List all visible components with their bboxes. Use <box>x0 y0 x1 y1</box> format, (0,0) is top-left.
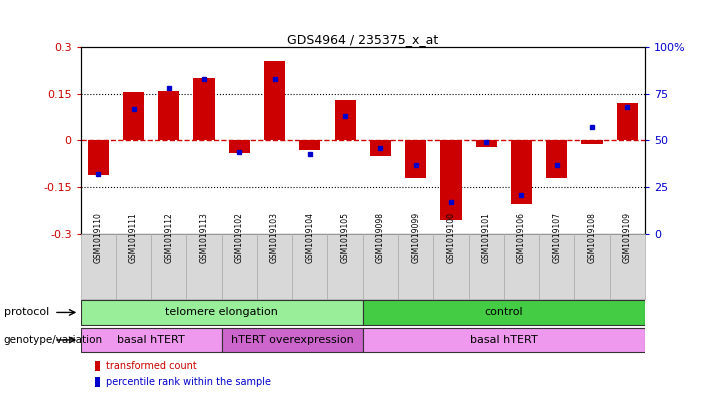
Bar <box>257 234 292 299</box>
Text: GSM1019107: GSM1019107 <box>552 212 562 263</box>
Bar <box>581 140 603 143</box>
Text: hTERT overexpression: hTERT overexpression <box>231 335 353 345</box>
Bar <box>186 234 222 299</box>
Text: basal hTERT: basal hTERT <box>470 335 538 345</box>
Bar <box>476 140 497 147</box>
Text: GSM1019105: GSM1019105 <box>341 212 350 263</box>
Text: transformed count: transformed count <box>106 361 196 371</box>
Text: GSM1019102: GSM1019102 <box>235 212 244 263</box>
Text: GSM1019104: GSM1019104 <box>306 212 314 263</box>
Bar <box>88 140 109 175</box>
Text: basal hTERT: basal hTERT <box>117 335 185 345</box>
Text: telomere elongation: telomere elongation <box>165 307 278 318</box>
Text: GSM1019106: GSM1019106 <box>517 212 526 263</box>
Bar <box>370 140 391 156</box>
Bar <box>264 61 285 140</box>
Text: GSM1019110: GSM1019110 <box>94 212 103 263</box>
Bar <box>539 234 574 299</box>
Text: GSM1019100: GSM1019100 <box>447 212 456 263</box>
Text: GSM1019109: GSM1019109 <box>622 212 632 263</box>
Bar <box>81 328 222 352</box>
Bar <box>116 234 151 299</box>
Bar <box>158 91 179 140</box>
Bar <box>222 328 363 352</box>
Text: GSM1019108: GSM1019108 <box>587 212 597 263</box>
Title: GDS4964 / 235375_x_at: GDS4964 / 235375_x_at <box>287 33 438 46</box>
Bar <box>511 140 532 204</box>
Text: percentile rank within the sample: percentile rank within the sample <box>106 377 271 387</box>
Bar <box>363 234 398 299</box>
Text: genotype/variation: genotype/variation <box>4 335 102 345</box>
Text: GSM1019111: GSM1019111 <box>129 212 138 263</box>
Bar <box>398 234 433 299</box>
Bar <box>574 234 610 299</box>
Bar <box>617 103 638 140</box>
Text: GSM1019098: GSM1019098 <box>376 212 385 263</box>
Bar <box>334 100 355 140</box>
Bar <box>610 234 645 299</box>
Bar <box>81 234 116 299</box>
Text: GSM1019113: GSM1019113 <box>200 212 209 263</box>
Bar <box>292 234 327 299</box>
Bar <box>363 328 645 352</box>
Bar <box>504 234 539 299</box>
Bar <box>151 234 186 299</box>
Text: GSM1019099: GSM1019099 <box>411 212 420 263</box>
Text: GSM1019101: GSM1019101 <box>482 212 491 263</box>
Bar <box>546 140 567 178</box>
Text: GSM1019103: GSM1019103 <box>270 212 279 263</box>
Bar <box>468 234 504 299</box>
Bar <box>299 140 320 150</box>
Bar <box>193 78 215 140</box>
Text: protocol: protocol <box>4 307 49 318</box>
Bar <box>229 140 250 153</box>
Text: GSM1019112: GSM1019112 <box>164 212 173 263</box>
Bar <box>123 92 144 140</box>
Bar <box>222 234 257 299</box>
Bar <box>81 300 363 325</box>
Bar <box>363 300 645 325</box>
Bar <box>440 140 461 220</box>
Bar <box>327 234 363 299</box>
Bar <box>405 140 426 178</box>
Text: control: control <box>484 307 523 318</box>
Bar <box>433 234 468 299</box>
